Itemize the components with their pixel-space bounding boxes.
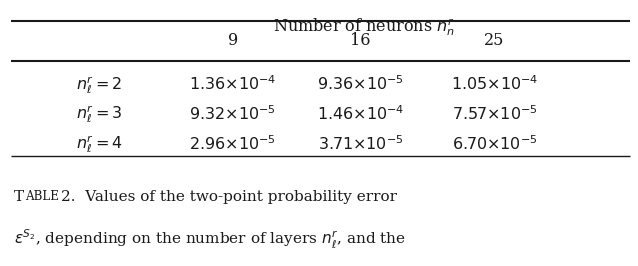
Text: $1.05{\times}10^{-4}$: $1.05{\times}10^{-4}$ <box>451 76 538 94</box>
Text: $n_\ell^r = 2$: $n_\ell^r = 2$ <box>76 74 122 96</box>
Text: $9.32{\times}10^{-5}$: $9.32{\times}10^{-5}$ <box>189 105 276 124</box>
Text: $3.71{\times}10^{-5}$: $3.71{\times}10^{-5}$ <box>318 135 403 153</box>
Text: $n_\ell^r = 4$: $n_\ell^r = 4$ <box>75 133 122 155</box>
Text: $2.96{\times}10^{-5}$: $2.96{\times}10^{-5}$ <box>189 135 276 153</box>
Text: T: T <box>14 190 24 204</box>
Text: $n_\ell^r = 3$: $n_\ell^r = 3$ <box>76 103 122 125</box>
Text: 9: 9 <box>228 32 238 49</box>
Text: $7.57{\times}10^{-5}$: $7.57{\times}10^{-5}$ <box>452 105 537 124</box>
Text: $6.70{\times}10^{-5}$: $6.70{\times}10^{-5}$ <box>452 135 537 153</box>
Text: $9.36{\times}10^{-5}$: $9.36{\times}10^{-5}$ <box>317 76 404 94</box>
Text: $1.46{\times}10^{-4}$: $1.46{\times}10^{-4}$ <box>317 105 404 124</box>
Text: $1.36{\times}10^{-4}$: $1.36{\times}10^{-4}$ <box>189 76 276 94</box>
Text: $\epsilon^{S_2}$, depending on the number of layers $n_\ell^r$, and the: $\epsilon^{S_2}$, depending on the numbe… <box>14 227 406 251</box>
Text: 2.  Values of the two-point probability error: 2. Values of the two-point probability e… <box>61 190 397 204</box>
Text: ABLE: ABLE <box>26 190 59 203</box>
Text: 16: 16 <box>350 32 371 49</box>
Text: Number of neurons $n_n^r$: Number of neurons $n_n^r$ <box>272 16 455 38</box>
Text: 25: 25 <box>484 32 505 49</box>
